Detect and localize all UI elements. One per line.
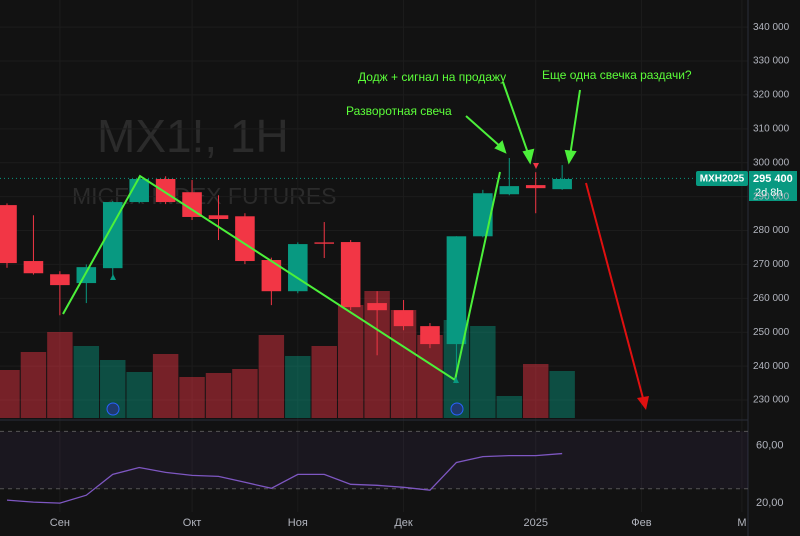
candle-body — [446, 236, 467, 345]
arrow-head — [637, 396, 649, 410]
candle-body — [76, 267, 97, 284]
watermark: MX1!, 1H — [97, 110, 289, 162]
y-tick-label: 250 000 — [753, 327, 790, 338]
y-tick-label: 230 000 — [753, 395, 790, 406]
volume-bar — [470, 326, 496, 418]
volume-bar — [523, 364, 549, 418]
candle-body — [235, 216, 255, 262]
event-icon[interactable] — [106, 402, 120, 416]
candle-body — [314, 242, 335, 244]
x-tick-label: 2025 — [523, 517, 547, 529]
candle-body — [552, 178, 572, 190]
indicator-tick-label: 60,00 — [756, 440, 784, 452]
candle-body — [473, 193, 493, 237]
candle-body — [50, 274, 70, 286]
zigzag — [62, 171, 501, 382]
x-tick-label: Сен — [50, 517, 70, 529]
signal-up — [110, 274, 116, 280]
y-tick-label: 340 000 — [753, 22, 790, 33]
y-tick-label: 260 000 — [753, 293, 790, 304]
indicator-tick-label: 20,00 — [756, 497, 784, 509]
x-tick-label: Дек — [394, 517, 413, 529]
volume-bar — [205, 373, 232, 418]
annotation: Разворотная свеча — [346, 104, 452, 118]
x-tick-label: Ноя — [288, 517, 308, 529]
candle-body — [525, 185, 546, 189]
last-price: 295 400 — [753, 173, 793, 185]
volume-bar — [126, 372, 152, 418]
down-arrow — [585, 182, 645, 403]
candle-body — [393, 310, 414, 327]
countdown: 2d 8h — [755, 187, 783, 199]
volume-bar — [311, 346, 337, 418]
y-tick-label: 310 000 — [753, 123, 790, 134]
annotation: Еще одна свечка раздачи? — [542, 68, 692, 82]
x-tick-label: Фев — [631, 517, 651, 529]
volume-bar — [496, 396, 523, 418]
y-tick-label: 300 000 — [753, 157, 790, 168]
signal-up — [453, 377, 459, 383]
y-tick-label: 240 000 — [753, 361, 790, 372]
candle-body — [420, 326, 440, 345]
candle-body — [288, 244, 308, 292]
candle-body — [499, 186, 520, 195]
candle-body — [340, 242, 361, 308]
symbol: MXH2025 — [700, 174, 745, 185]
price-tag — [749, 171, 797, 201]
volume-bar — [0, 370, 20, 418]
volume-bar — [47, 332, 73, 418]
x-tick-label: Окт — [183, 517, 202, 529]
y-tick-label: 280 000 — [753, 225, 790, 236]
volume-bar — [152, 354, 179, 418]
y-tick-label: 330 000 — [753, 56, 790, 67]
y-tick-label: 320 000 — [753, 90, 790, 101]
candle-body — [23, 261, 44, 274]
candle-body — [0, 205, 17, 264]
candle-body — [261, 260, 282, 292]
pointer-arrows — [465, 81, 581, 165]
volume-bar — [417, 335, 443, 418]
event-icon[interactable] — [450, 402, 464, 416]
volume-bar — [179, 377, 205, 418]
y-tick-label: 290 000 — [753, 191, 790, 202]
volume-bar — [73, 346, 100, 418]
signal-down — [533, 163, 539, 169]
x-tick-label: М — [737, 517, 746, 529]
volume-bar — [232, 369, 258, 418]
symbol-tag — [696, 171, 748, 186]
volume-bar — [20, 352, 47, 418]
volume-bar — [337, 305, 364, 418]
y-tick-label: 270 000 — [753, 259, 790, 270]
candle-body — [102, 202, 123, 269]
candle-body — [182, 192, 202, 217]
indicator-band — [0, 431, 748, 489]
volume-bar — [258, 335, 285, 418]
candle-body — [208, 215, 229, 220]
indicator-line — [6, 452, 563, 504]
candle-body — [367, 303, 387, 311]
volume-bar — [285, 356, 311, 418]
candle-body — [155, 178, 176, 203]
annotation: Додж + сигнал на продажу — [358, 70, 506, 84]
volume-bar — [549, 371, 575, 418]
